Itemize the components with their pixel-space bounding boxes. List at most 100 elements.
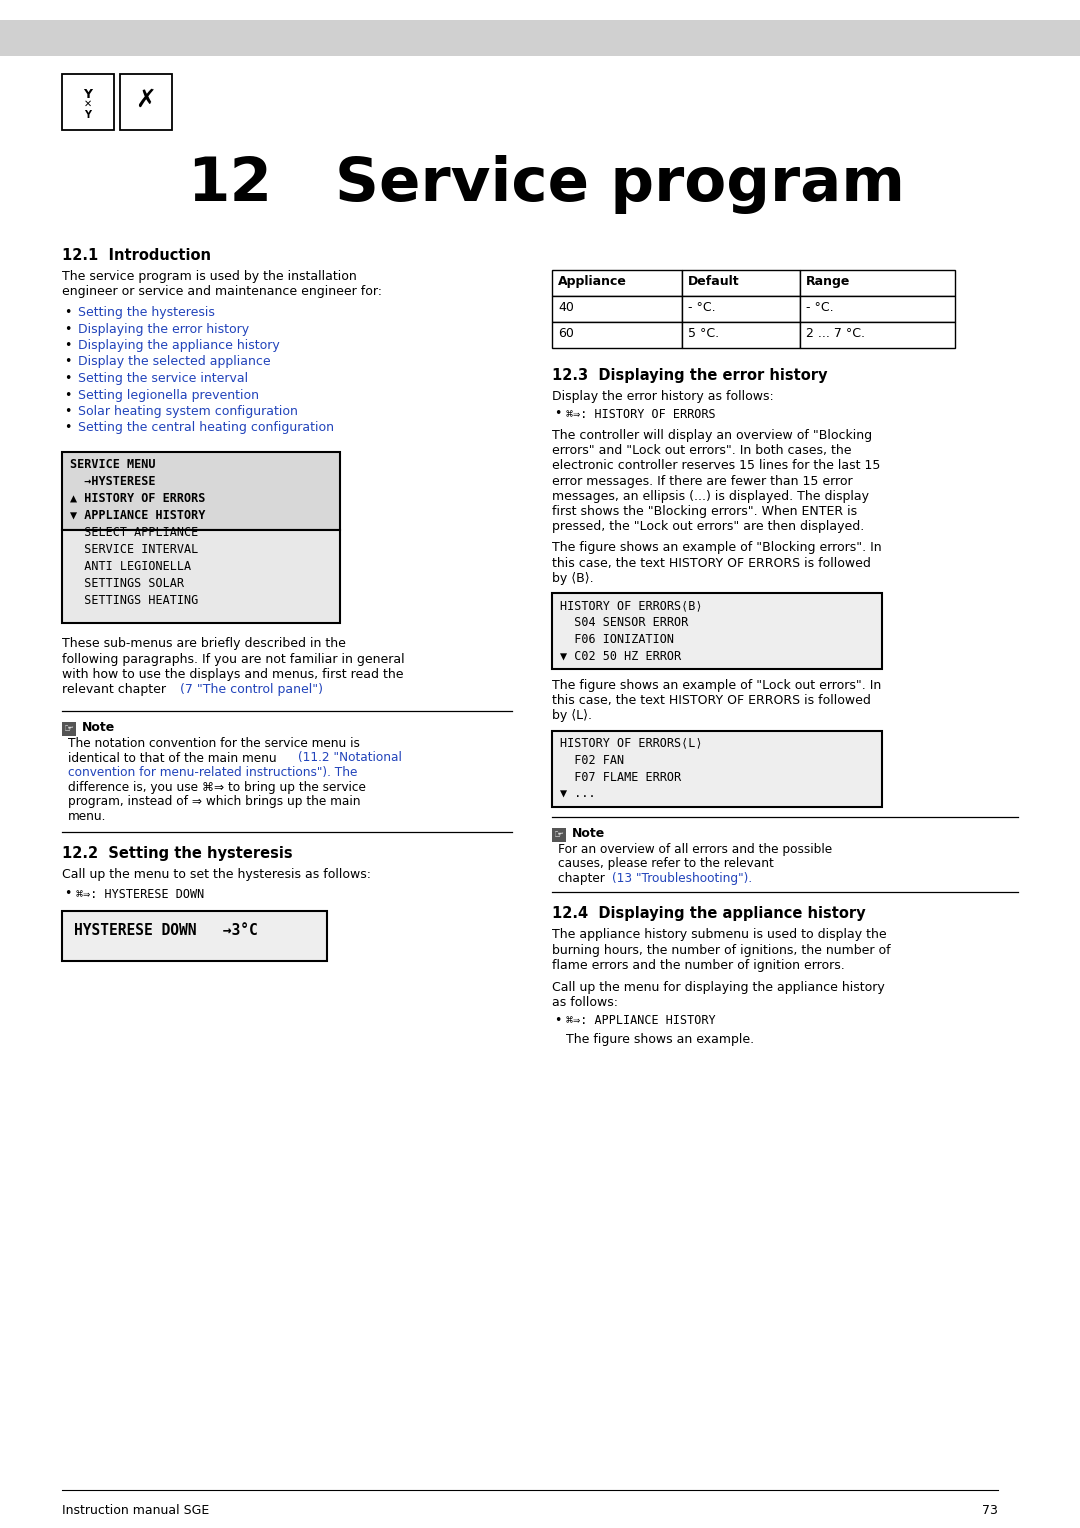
Text: difference is, you use ⌘⇒ to bring up the service: difference is, you use ⌘⇒ to bring up th… (68, 781, 366, 793)
Text: S04 SENSOR ERROR: S04 SENSOR ERROR (561, 616, 688, 630)
Text: Default: Default (688, 275, 740, 287)
Text: ☞: ☞ (64, 724, 75, 733)
Text: These sub-menus are briefly described in the: These sub-menus are briefly described in… (62, 637, 346, 649)
Text: Setting the hysteresis: Setting the hysteresis (78, 306, 215, 319)
Text: ⌘⇒: APPLIANCE HISTORY: ⌘⇒: APPLIANCE HISTORY (566, 1013, 716, 1027)
Text: error messages. If there are fewer than 15 error: error messages. If there are fewer than … (552, 475, 852, 487)
Text: Displaying the error history: Displaying the error history (78, 322, 249, 336)
Bar (800, 270, 955, 296)
Text: ▼ ...: ▼ ... (561, 787, 596, 801)
Text: menu.: menu. (68, 810, 106, 822)
Text: causes, please refer to the relevant: causes, please refer to the relevant (558, 857, 773, 869)
Text: ✗: ✗ (135, 89, 157, 112)
Text: pressed, the "Lock out errors" are then displayed.: pressed, the "Lock out errors" are then … (552, 520, 864, 533)
Text: ▼ C02 50 HZ ERROR: ▼ C02 50 HZ ERROR (561, 649, 681, 663)
Text: - °C.: - °C. (688, 301, 716, 313)
Text: (7 "The control panel"): (7 "The control panel") (180, 683, 323, 697)
Text: first shows the "Blocking errors". When ENTER is: first shows the "Blocking errors". When … (552, 504, 858, 518)
Text: this case, the text HISTORY OF ERRORS is followed: this case, the text HISTORY OF ERRORS is… (552, 556, 870, 570)
Text: Service program: Service program (335, 154, 905, 214)
Text: SETTINGS SOLAR: SETTINGS SOLAR (70, 578, 184, 590)
Text: •: • (554, 408, 562, 420)
Text: chapter: chapter (558, 871, 609, 885)
Text: 2 ... 7 °C.: 2 ... 7 °C. (806, 327, 865, 341)
Text: Setting legionella prevention: Setting legionella prevention (78, 388, 259, 402)
Text: Instruction manual SGE: Instruction manual SGE (62, 1504, 210, 1517)
Text: following paragraphs. If you are not familiar in general: following paragraphs. If you are not fam… (62, 652, 405, 666)
Text: Setting the service interval: Setting the service interval (78, 371, 248, 385)
Text: The figure shows an example.: The figure shows an example. (566, 1033, 754, 1047)
Text: F02 FAN: F02 FAN (561, 753, 624, 767)
Text: The notation convention for the service menu is: The notation convention for the service … (68, 736, 360, 750)
Text: The appliance history submenu is used to display the: The appliance history submenu is used to… (552, 927, 887, 941)
Bar (552, 270, 681, 296)
Text: •: • (64, 422, 71, 434)
Text: this case, the text HISTORY OF ERRORS is followed: this case, the text HISTORY OF ERRORS is… (552, 694, 870, 707)
Text: Call up the menu for displaying the appliance history: Call up the menu for displaying the appl… (552, 981, 885, 993)
Text: Setting the central heating configuration: Setting the central heating configuratio… (78, 422, 334, 434)
Bar (120, 73, 172, 130)
Text: •: • (64, 356, 71, 368)
Text: The controller will display an overview of "Blocking: The controller will display an overview … (552, 429, 873, 442)
Bar (681, 322, 800, 348)
Text: Appliance: Appliance (558, 275, 626, 287)
Bar (800, 322, 955, 348)
Text: HYSTERESE DOWN   →3°C: HYSTERESE DOWN →3°C (75, 923, 258, 938)
Bar (552, 828, 566, 842)
Text: (13 "Troubleshooting").: (13 "Troubleshooting"). (612, 871, 752, 885)
Text: as follows:: as follows: (552, 996, 618, 1008)
Text: Note: Note (572, 827, 605, 839)
Text: Y: Y (83, 89, 93, 101)
Text: •: • (64, 388, 71, 402)
Bar (62, 530, 340, 623)
Text: 12: 12 (188, 154, 272, 214)
Text: ✕: ✕ (84, 99, 92, 108)
Text: 12.4  Displaying the appliance history: 12.4 Displaying the appliance history (552, 906, 866, 921)
Text: with how to use the displays and menus, first read the: with how to use the displays and menus, … (62, 668, 404, 681)
Text: flame errors and the number of ignition errors.: flame errors and the number of ignition … (552, 960, 845, 972)
Text: •: • (554, 1013, 562, 1027)
Text: ▼ APPLIANCE HISTORY: ▼ APPLIANCE HISTORY (70, 509, 205, 523)
Text: The figure shows an example of "Lock out errors". In: The figure shows an example of "Lock out… (552, 678, 881, 692)
Text: •: • (64, 371, 71, 385)
Text: HISTORY OF ERRORS⟨L⟩: HISTORY OF ERRORS⟨L⟩ (561, 736, 702, 750)
Bar (552, 730, 882, 807)
Bar (62, 911, 327, 961)
Text: SERVICE MENU: SERVICE MENU (70, 458, 156, 471)
Text: ⌘⇒: HISTORY OF ERRORS: ⌘⇒: HISTORY OF ERRORS (566, 408, 716, 420)
Text: Display the selected appliance: Display the selected appliance (78, 356, 271, 368)
Text: errors" and "Lock out errors". In both cases, the: errors" and "Lock out errors". In both c… (552, 445, 851, 457)
Text: Display the error history as follows:: Display the error history as follows: (552, 390, 773, 403)
Text: relevant chapter: relevant chapter (62, 683, 170, 697)
Text: Displaying the appliance history: Displaying the appliance history (78, 339, 280, 351)
Text: 12.1  Introduction: 12.1 Introduction (62, 248, 211, 263)
Text: 60: 60 (558, 327, 573, 341)
Text: F07 FLAME ERROR: F07 FLAME ERROR (561, 770, 681, 784)
Text: 5 °C.: 5 °C. (688, 327, 719, 341)
Bar (681, 296, 800, 322)
Text: convention for menu-related instructions"). The: convention for menu-related instructions… (68, 766, 357, 779)
Text: Note: Note (82, 721, 116, 733)
Text: •: • (64, 888, 71, 900)
Text: burning hours, the number of ignitions, the number of: burning hours, the number of ignitions, … (552, 944, 891, 957)
Text: •: • (64, 322, 71, 336)
Text: Y: Y (84, 110, 92, 121)
Text: SELECT APPLIANCE: SELECT APPLIANCE (70, 526, 199, 539)
Text: (11.2 "Notational: (11.2 "Notational (298, 752, 402, 764)
Text: •: • (64, 306, 71, 319)
Text: 73: 73 (982, 1504, 998, 1517)
Text: 12.3  Displaying the error history: 12.3 Displaying the error history (552, 368, 827, 384)
Text: messages, an ellipsis (...) is displayed. The display: messages, an ellipsis (...) is displayed… (552, 490, 869, 503)
Bar (552, 593, 882, 669)
Text: The figure shows an example of "Blocking errors". In: The figure shows an example of "Blocking… (552, 541, 881, 555)
Bar (552, 296, 681, 322)
Text: →HYSTERESE: →HYSTERESE (70, 475, 156, 487)
Text: ▲ HISTORY OF ERRORS: ▲ HISTORY OF ERRORS (70, 492, 205, 504)
Text: identical to that of the main menu: identical to that of the main menu (68, 752, 281, 764)
Text: For an overview of all errors and the possible: For an overview of all errors and the po… (558, 842, 832, 856)
Text: The service program is used by the installation: The service program is used by the insta… (62, 270, 356, 283)
Text: Call up the menu to set the hysteresis as follows:: Call up the menu to set the hysteresis a… (62, 868, 372, 882)
Text: SETTINGS HEATING: SETTINGS HEATING (70, 594, 199, 607)
Text: F06 IONIZATION: F06 IONIZATION (561, 633, 674, 646)
Text: by ⟨B⟩.: by ⟨B⟩. (552, 571, 594, 585)
